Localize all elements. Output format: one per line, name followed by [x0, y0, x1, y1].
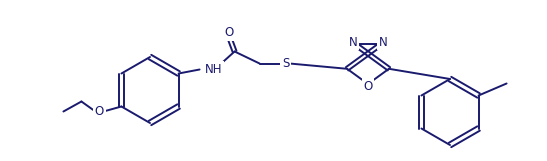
Text: O: O — [363, 80, 373, 93]
Text: NH: NH — [205, 63, 222, 76]
Text: O: O — [95, 105, 104, 118]
Text: S: S — [282, 57, 289, 70]
Text: N: N — [379, 36, 387, 49]
Text: O: O — [224, 26, 233, 39]
Text: N: N — [348, 36, 357, 49]
